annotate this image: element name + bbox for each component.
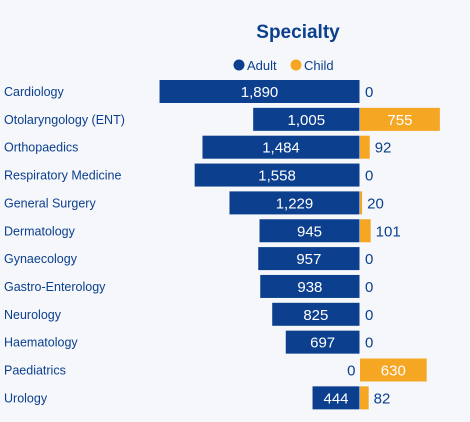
child-value-label: 0 [365,84,373,101]
adult-bar [202,135,360,159]
category-label: Cardiology [4,85,65,99]
chart-legend: Adult Child [233,58,334,73]
child-value-label: 0 [365,251,373,268]
child-value-label: 92 [375,140,392,157]
category-label: Gynaecology [4,252,78,266]
adult-value-label: 1,558 [258,168,296,185]
legend-marker-adult [233,59,245,71]
adult-value-label: 1,484 [262,140,300,157]
child-value-label: 0 [365,279,373,296]
child-value-label: 20 [367,195,384,212]
category-label: General Surgery [4,196,96,210]
category-label: Dermatology [4,224,76,238]
adult-bar [272,302,360,326]
category-label: Paediatrics [4,364,66,378]
child-bar [360,191,363,215]
category-label: Neurology [4,308,62,322]
adult-value-label: 945 [297,223,322,240]
legend-marker-child [290,59,302,71]
adult-value-label: 444 [323,390,348,407]
adult-bar [253,107,360,131]
adult-value-label: 938 [297,279,322,296]
adult-bar [285,330,360,354]
category-label: Gastro-Enterology [4,280,106,294]
child-bar [360,219,371,243]
adult-bar [159,80,360,103]
adult-value-label: 957 [296,251,321,268]
child-value-label: 755 [387,112,412,129]
child-value-label: 0 [365,335,373,352]
child-bar [360,358,427,382]
adult-value-label: 825 [303,307,328,324]
category-label: Haematology [4,336,78,350]
child-value-label: 0 [365,168,373,185]
legend-label-child: Child [304,58,334,73]
child-value-label: 82 [374,390,391,407]
legend-label-adult: Adult [247,58,277,73]
bars-group: Cardiology 1,890 0 Otolaryngology (ENT) 1,00… [4,80,440,410]
adult-value-label: 1,005 [288,112,326,129]
adult-bar [260,274,360,298]
adult-value-label: 697 [310,335,335,352]
child-bar [360,107,440,131]
adult-value-label: 1,890 [241,84,279,101]
chart-title: Specialty [256,22,340,43]
adult-value-label: 0 [347,363,355,380]
adult-value-label: 1,229 [276,195,314,212]
adult-bar [258,247,360,271]
child-value-label: 0 [365,307,373,324]
adult-bar [312,386,360,410]
adult-bar [259,219,360,243]
adult-bar [194,163,360,187]
category-label: Respiratory Medicine [4,169,121,183]
adult-bar [229,191,360,215]
category-label: Orthopaedics [4,141,78,155]
child-value-label: 101 [376,223,401,240]
category-label: Urology [4,391,48,405]
child-bar [360,386,369,410]
child-bar [360,135,370,159]
category-label: Otolaryngology (ENT) [4,113,125,127]
child-value-label: 630 [381,363,406,380]
